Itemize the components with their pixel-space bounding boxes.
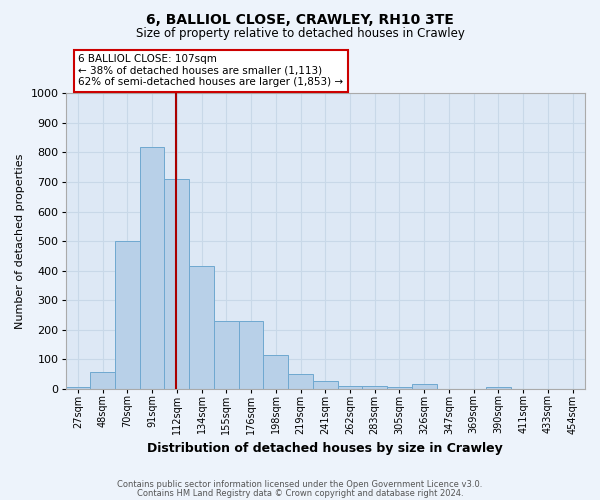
- Text: Contains public sector information licensed under the Open Government Licence v3: Contains public sector information licen…: [118, 480, 482, 489]
- Bar: [313, 382, 338, 388]
- Bar: [288, 374, 313, 388]
- Bar: [140, 146, 164, 388]
- Bar: [362, 386, 387, 388]
- Bar: [115, 241, 140, 388]
- Bar: [239, 322, 263, 388]
- Bar: [189, 266, 214, 388]
- Bar: [412, 384, 437, 388]
- Bar: [90, 372, 115, 388]
- Bar: [263, 355, 288, 388]
- Text: 6 BALLIOL CLOSE: 107sqm
← 38% of detached houses are smaller (1,113)
62% of semi: 6 BALLIOL CLOSE: 107sqm ← 38% of detache…: [79, 54, 344, 88]
- Text: 6, BALLIOL CLOSE, CRAWLEY, RH10 3TE: 6, BALLIOL CLOSE, CRAWLEY, RH10 3TE: [146, 12, 454, 26]
- Text: Contains HM Land Registry data © Crown copyright and database right 2024.: Contains HM Land Registry data © Crown c…: [137, 488, 463, 498]
- Bar: [164, 179, 189, 388]
- Bar: [338, 386, 362, 388]
- Y-axis label: Number of detached properties: Number of detached properties: [15, 154, 25, 329]
- Text: Size of property relative to detached houses in Crawley: Size of property relative to detached ho…: [136, 28, 464, 40]
- Bar: [214, 322, 239, 388]
- X-axis label: Distribution of detached houses by size in Crawley: Distribution of detached houses by size …: [148, 442, 503, 455]
